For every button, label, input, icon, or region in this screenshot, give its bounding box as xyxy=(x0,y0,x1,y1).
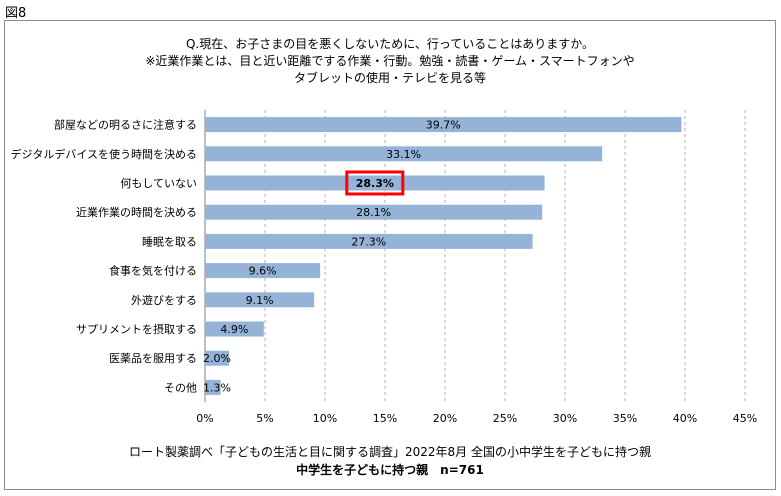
category-label: その他 xyxy=(164,381,197,394)
x-tick-label: 30% xyxy=(553,412,577,425)
value-label: 9.1% xyxy=(246,294,274,307)
highlight-box xyxy=(345,170,405,196)
value-label: 4.9% xyxy=(220,323,248,336)
bar xyxy=(205,117,682,133)
source-note: ロート製薬調べ「子どもの生活と目に関する調査」2022年8月 全国の小中学生を子… xyxy=(129,444,651,459)
title-line-1: Q.現在、お子さまの目を悪くしないために、行っていることはありますか。 xyxy=(186,37,594,51)
value-label: 27.3% xyxy=(351,235,386,248)
bar xyxy=(205,146,603,162)
bar xyxy=(205,175,545,191)
x-tick-label: 5% xyxy=(256,412,273,425)
bar xyxy=(205,204,543,220)
x-tick-labels: 0% 5% 10% 15% 20% 25% 30% 35% 40% 45% xyxy=(196,412,757,425)
bar xyxy=(205,379,221,395)
bar xyxy=(205,321,264,337)
x-tick-label: 25% xyxy=(493,412,517,425)
x-tick-label: 15% xyxy=(373,412,397,425)
bars: 39.7% 33.1% 28.3% 28.1% 27.3% 9.6% 9.1% 4.9% 2.0… xyxy=(203,117,682,395)
value-label: 2.0% xyxy=(203,352,231,365)
x-tick-label: 40% xyxy=(673,412,697,425)
category-label: デジタルデバイスを使う時間を決める xyxy=(11,147,197,161)
figure-label: 図8 xyxy=(5,6,27,21)
category-labels: 部屋などの明るさに注意するデジタルデバイスを使う時間を決める何もしていない近業作… xyxy=(11,118,197,395)
category-label: 食事を気を付ける xyxy=(109,264,197,278)
category-label: 何もしていない xyxy=(120,177,197,190)
sample-note: 中学生を子どもに持つ親 n=761 xyxy=(296,462,484,477)
value-label: 33.1% xyxy=(386,148,421,161)
value-label: 28.1% xyxy=(356,206,391,219)
category-label: サプリメントを摂取する xyxy=(76,322,197,336)
x-tick-label: 35% xyxy=(613,412,637,425)
bar xyxy=(205,233,533,249)
category-label: 睡眠を取る xyxy=(142,235,197,248)
bar xyxy=(205,350,229,366)
bar xyxy=(205,263,321,279)
value-label: 28.3% xyxy=(356,177,394,190)
category-label: 部屋などの明るさに注意する xyxy=(54,118,197,132)
category-label: 医薬品を服用する xyxy=(109,352,197,365)
value-label: 39.7% xyxy=(426,119,461,132)
x-tick-label: 45% xyxy=(733,412,757,425)
chart-title: Q.現在、お子さまの目を悪くしないために、行っていることはありますか。 ※近業作業… xyxy=(145,37,634,85)
value-label: 1.3% xyxy=(203,381,231,394)
x-tick-label: 20% xyxy=(433,412,457,425)
title-line-2: ※近業作業とは、目と近い距離でする作業・行動。勉強・読書・ゲーム・スマートフォン… xyxy=(145,53,634,68)
title-line-3: タブレットの使用・テレビを見る等 xyxy=(294,70,486,85)
category-label: 近業作業の時間を決める xyxy=(76,206,197,219)
category-label: 外遊びをする xyxy=(131,293,197,307)
x-tick-label: 0% xyxy=(196,412,213,425)
chart-frame xyxy=(4,20,776,490)
x-tick-label: 10% xyxy=(313,412,337,425)
value-label: 9.6% xyxy=(249,265,277,278)
bar xyxy=(205,292,315,308)
